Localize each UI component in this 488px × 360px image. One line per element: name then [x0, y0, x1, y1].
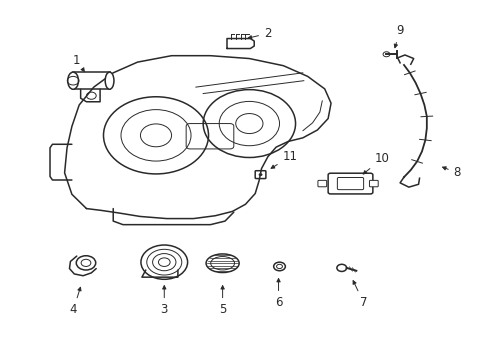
Text: 8: 8 — [442, 166, 460, 179]
Text: 9: 9 — [393, 24, 403, 48]
Circle shape — [258, 173, 262, 176]
Text: 11: 11 — [270, 150, 297, 168]
FancyBboxPatch shape — [255, 171, 265, 179]
Ellipse shape — [68, 72, 78, 89]
Text: 10: 10 — [363, 152, 389, 174]
FancyBboxPatch shape — [369, 180, 377, 187]
Text: 2: 2 — [248, 27, 271, 40]
FancyBboxPatch shape — [317, 180, 326, 187]
Text: 3: 3 — [160, 286, 167, 316]
Text: 7: 7 — [352, 281, 366, 309]
Text: 4: 4 — [69, 287, 81, 316]
Text: 5: 5 — [219, 286, 226, 316]
Text: 6: 6 — [274, 279, 282, 309]
FancyBboxPatch shape — [327, 173, 372, 194]
Ellipse shape — [105, 72, 114, 89]
Text: 1: 1 — [73, 54, 84, 72]
